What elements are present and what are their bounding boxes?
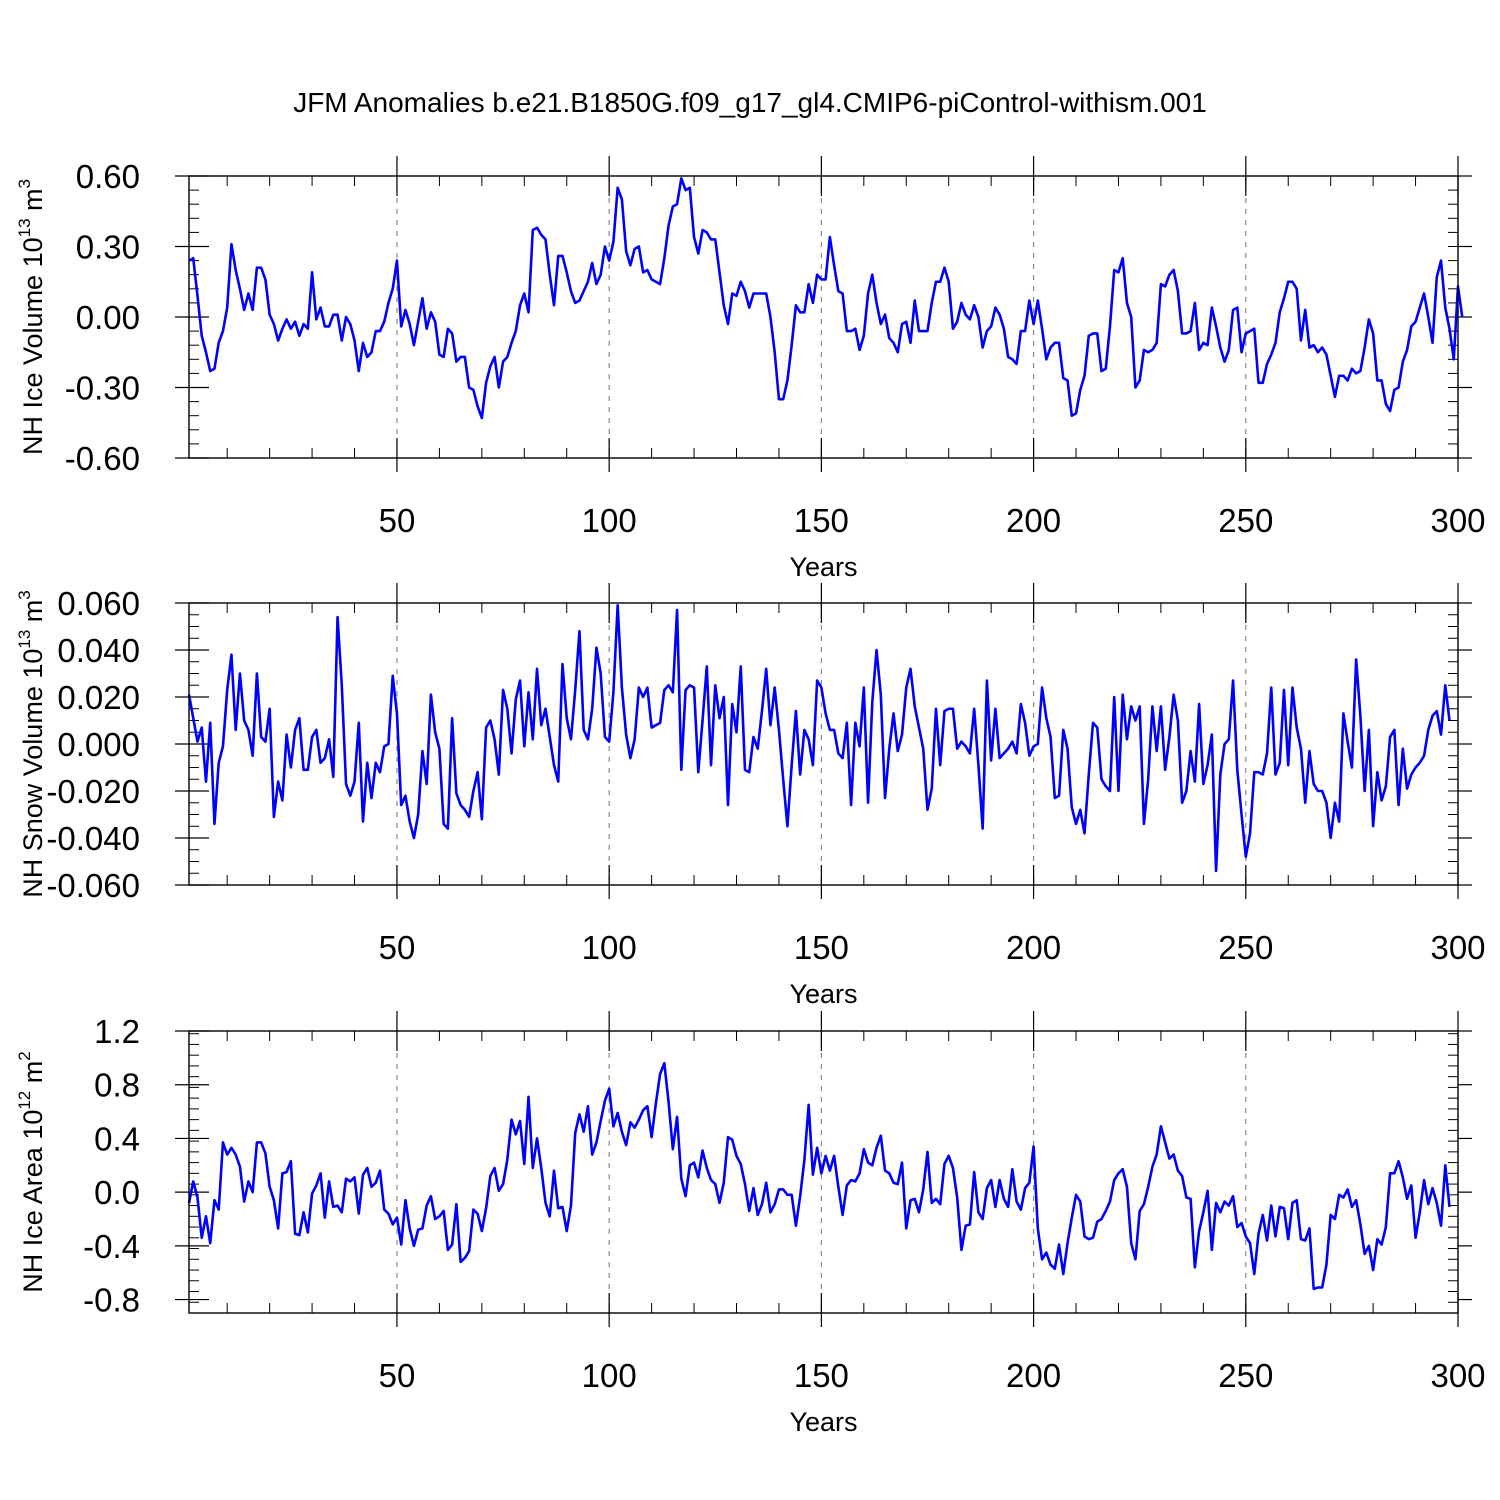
y-axis-label-unit: m [18,600,48,630]
x-tick-label: 50 [379,502,416,539]
x-tick-label: 150 [794,929,849,966]
y-axis-label-exponent: 13 [15,630,34,649]
y-tick-label: 0.0 [94,1174,140,1211]
y-tick-label: -0.060 [46,867,140,904]
y-tick-label: -0.8 [83,1282,140,1319]
y-tick-label: -0.020 [46,773,140,810]
y-axis-label-exponent: 12 [15,1091,34,1110]
y-tick-label: 1.2 [94,1013,140,1050]
x-tick-label: 250 [1218,1357,1273,1394]
y-tick-label: -0.60 [65,440,140,477]
x-tick-label: 50 [379,929,416,966]
y-tick-label: 0.040 [57,632,140,669]
y-tick-label: -0.30 [65,370,140,407]
y-axis-label-main: NH Ice Volume 10 [18,237,48,455]
y-tick-label: 0.30 [76,229,140,266]
y-tick-label: -0.040 [46,820,140,857]
panel-1: 0.60 0.30 0.00 -0.30 -0.60 50 100 150 200 250 300 Y… [15,156,1486,582]
x-tick-label: 200 [1006,1357,1061,1394]
y-axis-label-unit-exponent: 2 [15,1051,34,1060]
x-axis-label: Years [789,979,857,1009]
x-tick-label: 250 [1218,502,1273,539]
x-axis-label: Years [789,552,857,582]
plot-frame [188,175,1459,459]
y-tick-label: 0.020 [57,679,140,716]
y-tick-label: 0.000 [57,726,140,763]
x-tick-label: 300 [1430,929,1485,966]
y-tick-label: 0.60 [76,158,140,195]
x-tick-label: 200 [1006,502,1061,539]
series-line [187,604,1451,873]
y-axis-label-unit-exponent: 3 [15,179,34,188]
series-line [187,1061,1451,1291]
chart-title: JFM Anomalies b.e21.B1850G.f09_g17_gl4.C… [293,87,1207,118]
y-axis-label-unit: m [18,1061,48,1091]
panel-3: 1.2 0.8 0.4 0.0 -0.4 -0.8 50 100 150 200 250 300 Yea… [15,1011,1486,1437]
y-axis-label: NH Ice Volume 1013 m3 [15,179,48,455]
x-tick-label: 150 [794,502,849,539]
y-tick-label: 0.060 [57,585,140,622]
x-tick-label: 100 [582,502,637,539]
y-tick-label: -0.4 [83,1228,140,1265]
y-tick-label: 0.00 [76,299,140,336]
x-tick-label: 300 [1430,502,1485,539]
y-axis-label-unit: m [18,188,48,218]
y-axis-label-main: NH Ice Area 10 [18,1110,48,1293]
series-line [188,177,1464,420]
x-tick-label: 100 [582,1357,637,1394]
y-axis-label-main: NH Snow Volume 10 [18,649,48,898]
plot-frame [188,602,1459,886]
y-axis-label: NH Ice Area 1012 m2 [15,1051,48,1292]
x-tick-label: 150 [794,1357,849,1394]
y-tick-label: 0.8 [94,1067,140,1104]
y-axis-label-unit-exponent: 3 [15,590,34,599]
y-tick-label: 0.4 [94,1120,140,1157]
x-tick-label: 100 [582,929,637,966]
plot-frame [188,1030,1459,1314]
x-tick-label: 250 [1218,929,1273,966]
x-axis-label: Years [789,1407,857,1437]
x-tick-label: 50 [379,1357,416,1394]
x-tick-label: 200 [1006,929,1061,966]
panel-2: 0.060 0.040 0.020 0.000 -0.020 -0.040 -0.060 50… [15,583,1486,1009]
y-axis-label-exponent: 13 [15,218,34,237]
x-tick-label: 300 [1430,1357,1485,1394]
y-axis-label: NH Snow Volume 1013 m3 [15,590,48,898]
